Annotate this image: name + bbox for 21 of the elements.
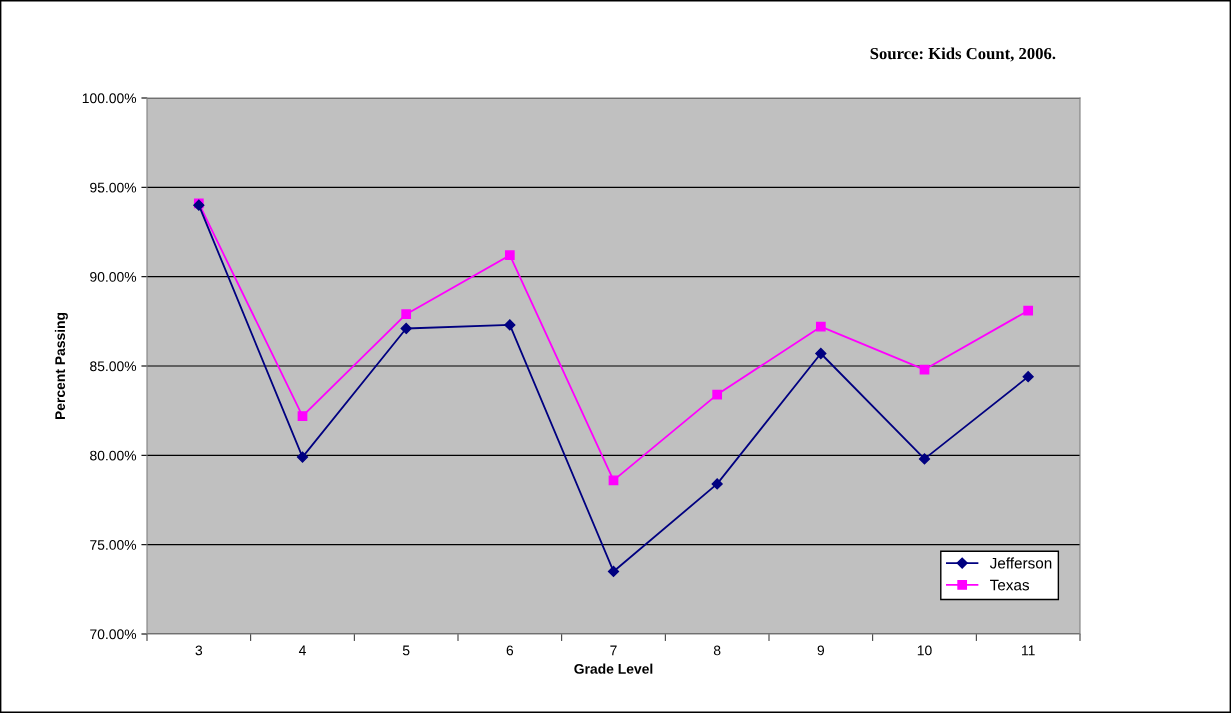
legend-label: Jefferson — [989, 557, 1052, 569]
x-tick-label: 3 — [195, 645, 203, 656]
x-tick-label: 11 — [1022, 645, 1035, 656]
y-tick-label: 85.00% — [90, 361, 137, 372]
x-tick-label: 8 — [713, 645, 721, 656]
x-tick-label: 5 — [402, 645, 410, 656]
y-tick-label: 90.00% — [90, 272, 137, 282]
x-tick-label: 4 — [298, 645, 306, 656]
y-tick-label: 100.00% — [82, 93, 137, 104]
x-axis-title: Grade Level — [574, 663, 653, 674]
x-tick-label: 6 — [506, 645, 514, 656]
y-tick-label: 80.00% — [90, 450, 137, 461]
source-note: Source: Kids Count, 2006. — [870, 47, 1056, 62]
y-tick-label: 75.00% — [90, 540, 137, 550]
legend-label: Texas — [990, 579, 1030, 591]
y-axis-title: Percent Passing — [54, 312, 68, 420]
x-tick-label: 7 — [610, 645, 617, 656]
y-tick-label: 95.00% — [90, 182, 137, 193]
x-tick-label: 10 — [917, 645, 932, 656]
y-tick-label: 70.00% — [90, 629, 137, 640]
x-tick-label: 9 — [817, 645, 825, 656]
